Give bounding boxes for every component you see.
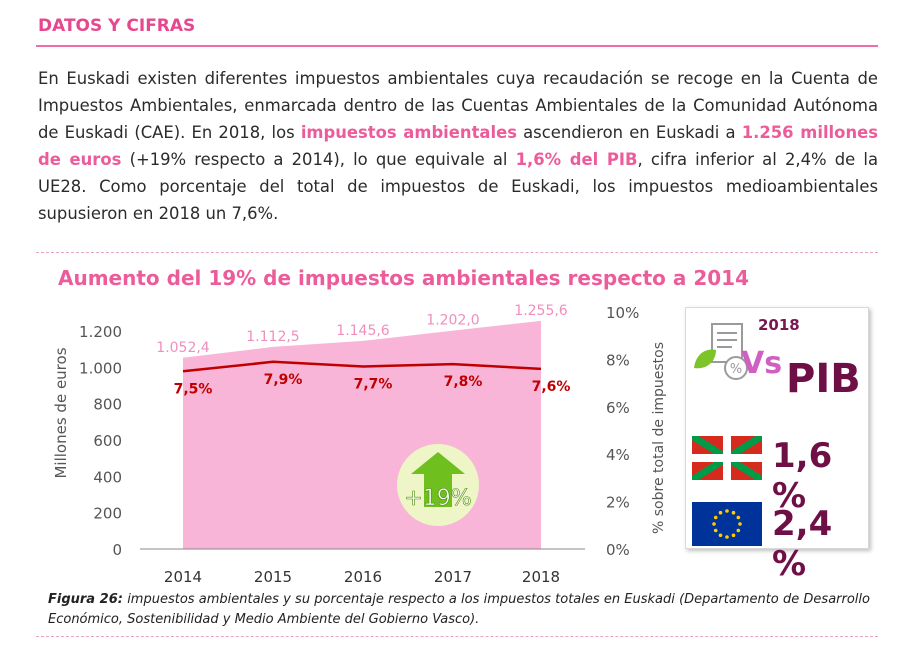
y2-tick-label: 10%: [606, 304, 639, 322]
eu-star: [736, 515, 741, 520]
badge-text: +19%: [404, 486, 471, 511]
area-value-label: 1.255,6: [514, 303, 568, 319]
line-value-label: 7,9%: [264, 372, 303, 388]
pib-comparison-card: % 2018 Vs PIB 1,6 % 2,4 %: [685, 307, 869, 584]
line-value-label: 7,5%: [174, 381, 213, 397]
x-tick-label: 2017: [434, 568, 472, 586]
intro-text-2: ascendieron en Euskadi a: [516, 123, 742, 142]
intro-text-4: , cifra inferior al 2,4% de la UE28. Com…: [38, 150, 878, 223]
area-value-label: 1.052,4: [156, 340, 210, 356]
y-axis-title: Millones de euros: [52, 347, 70, 478]
euskadi-value: 1,6 %: [772, 436, 833, 516]
eu-star: [738, 522, 742, 526]
y2-axis-title: % sobre total de impuestos: [651, 342, 667, 534]
eu-star: [712, 522, 716, 526]
up-arrow-icon: [411, 452, 465, 507]
y-tick-label: 800: [93, 396, 122, 414]
card-year: 2018: [758, 316, 800, 334]
eu-star: [731, 533, 736, 538]
euskadi-flag-icon: [692, 436, 762, 480]
svg-text:%: %: [730, 362, 742, 377]
line-value-label: 7,8%: [444, 374, 483, 390]
y2-tick-label: 8%: [606, 351, 630, 369]
eu-flag-icon: [692, 502, 762, 546]
tax-revenue-area: [183, 320, 541, 549]
area-value-label: 1.202,0: [426, 313, 479, 329]
y-tick-label: 400: [93, 468, 122, 486]
intro-highlight-2: 1.256 millones de euros: [38, 123, 878, 169]
eu-star: [725, 535, 729, 539]
y-tick-label: 0: [112, 541, 122, 559]
area-value-label: 1.112,5: [246, 329, 299, 345]
eu-star: [725, 509, 729, 513]
intro-highlight-1: impuestos ambientales: [300, 123, 517, 142]
x-tick-label: 2014: [164, 568, 202, 586]
tax-share-line: [182, 360, 542, 373]
chart-canvas: +19% 0 200 400 600 800 1.000 1.200 0% 2% 4% 6% 8% 10…: [52, 303, 667, 586]
y2-tick-label: 6%: [606, 399, 630, 417]
axes-layer: 0 200 400 600 800 1.000 1.200 0% 2% 4% 6% 8% 10% 2014…: [79, 304, 639, 586]
intro-paragraph: En Euskadi existen diferentes impuestos …: [38, 65, 878, 227]
divider-top: [36, 252, 878, 253]
area-layer: [183, 320, 541, 549]
caption-label: Figura 26:: [48, 592, 123, 607]
figure-title: Aumento del 19% de impuestos ambientales…: [58, 266, 749, 290]
caption-text: impuestos ambientales y su porcentaje re…: [48, 592, 870, 627]
eu-star: [718, 510, 723, 515]
intro-text-3: (+19% respecto a 2014), lo que equivale …: [121, 150, 516, 169]
area-value-label: 1.145,6: [336, 323, 390, 339]
x-tick-label: 2016: [344, 568, 382, 586]
eu-star: [713, 515, 718, 520]
card-pib: PIB: [786, 356, 861, 402]
eu-star: [713, 528, 718, 533]
eu-value: 2,4 %: [772, 504, 833, 584]
figure-caption: Figura 26: impuestos ambientales y su po…: [48, 590, 870, 630]
eu-star: [731, 510, 736, 515]
intro-text-1: En Euskadi existen diferentes impuestos …: [38, 69, 878, 142]
y-tick-label: 1.000: [79, 359, 122, 377]
eu-star: [736, 528, 741, 533]
x-tick-label: 2018: [522, 568, 560, 586]
y2-tick-label: 2%: [606, 494, 630, 512]
y-tick-label: 600: [93, 432, 122, 450]
line-value-label: 7,7%: [354, 377, 393, 393]
label-layer: 1.052,4 1.112,5 1.145,6 1.202,0 1.255,6 7,5% 7…: [156, 303, 570, 397]
title-underline: [36, 45, 878, 47]
growth-badge: +19%: [397, 444, 479, 526]
tax-document-icon: %: [694, 323, 748, 380]
y2-tick-label: 0%: [606, 541, 630, 559]
card-vs: Vs: [741, 346, 783, 381]
line-layer: [182, 360, 542, 373]
section-title: DATOS Y CIFRAS: [38, 16, 196, 36]
divider-bottom: [36, 636, 878, 637]
y2-tick-label: 4%: [606, 446, 630, 464]
x-tick-label: 2015: [254, 568, 292, 586]
line-value-label: 7,6%: [532, 379, 571, 395]
y-tick-label: 1.200: [79, 323, 122, 341]
intro-highlight-3: 1,6% del PIB: [515, 150, 638, 169]
eu-star: [718, 533, 723, 538]
y-tick-label: 200: [93, 505, 122, 523]
